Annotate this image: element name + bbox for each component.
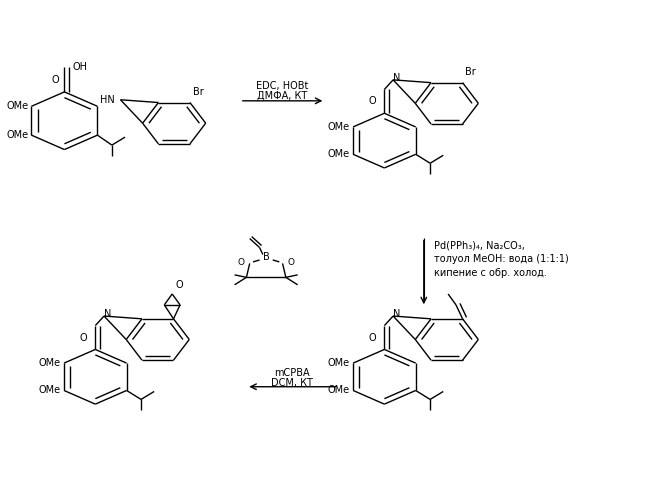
Text: N: N: [394, 73, 401, 83]
Text: Pd(PPh₃)₄, Na₂CO₃,: Pd(PPh₃)₄, Na₂CO₃,: [434, 240, 525, 250]
Text: O: O: [237, 258, 245, 267]
Text: Br: Br: [194, 86, 204, 97]
Text: HN: HN: [100, 94, 115, 104]
Text: кипение с обр. холод.: кипение с обр. холод.: [434, 268, 547, 278]
Text: mCPBA: mCPBA: [275, 368, 311, 378]
Text: N: N: [104, 309, 112, 319]
Text: OMe: OMe: [6, 102, 28, 112]
Text: EDC, HOBt: EDC, HOBt: [257, 81, 309, 91]
Text: O: O: [80, 332, 87, 342]
Text: O: O: [369, 96, 376, 106]
Text: OMe: OMe: [6, 130, 28, 140]
Text: OMe: OMe: [328, 122, 350, 132]
Text: O: O: [176, 280, 183, 290]
Text: B: B: [263, 252, 269, 262]
Text: OMe: OMe: [328, 150, 350, 160]
Text: OMe: OMe: [328, 358, 350, 368]
Text: N: N: [394, 309, 401, 319]
Text: OH: OH: [72, 62, 87, 72]
Text: O: O: [369, 332, 376, 342]
Text: Br: Br: [465, 66, 475, 76]
Text: DCM, КТ: DCM, КТ: [271, 378, 313, 388]
Text: OMe: OMe: [39, 386, 61, 396]
Text: O: O: [52, 74, 59, 85]
Text: OMe: OMe: [328, 386, 350, 396]
Text: OMe: OMe: [39, 358, 61, 368]
Text: ДМФА, КТ: ДМФА, КТ: [257, 91, 308, 101]
Text: O: O: [288, 258, 295, 267]
Text: толуол MeOH: вода (1:1:1): толуол MeOH: вода (1:1:1): [434, 254, 569, 264]
